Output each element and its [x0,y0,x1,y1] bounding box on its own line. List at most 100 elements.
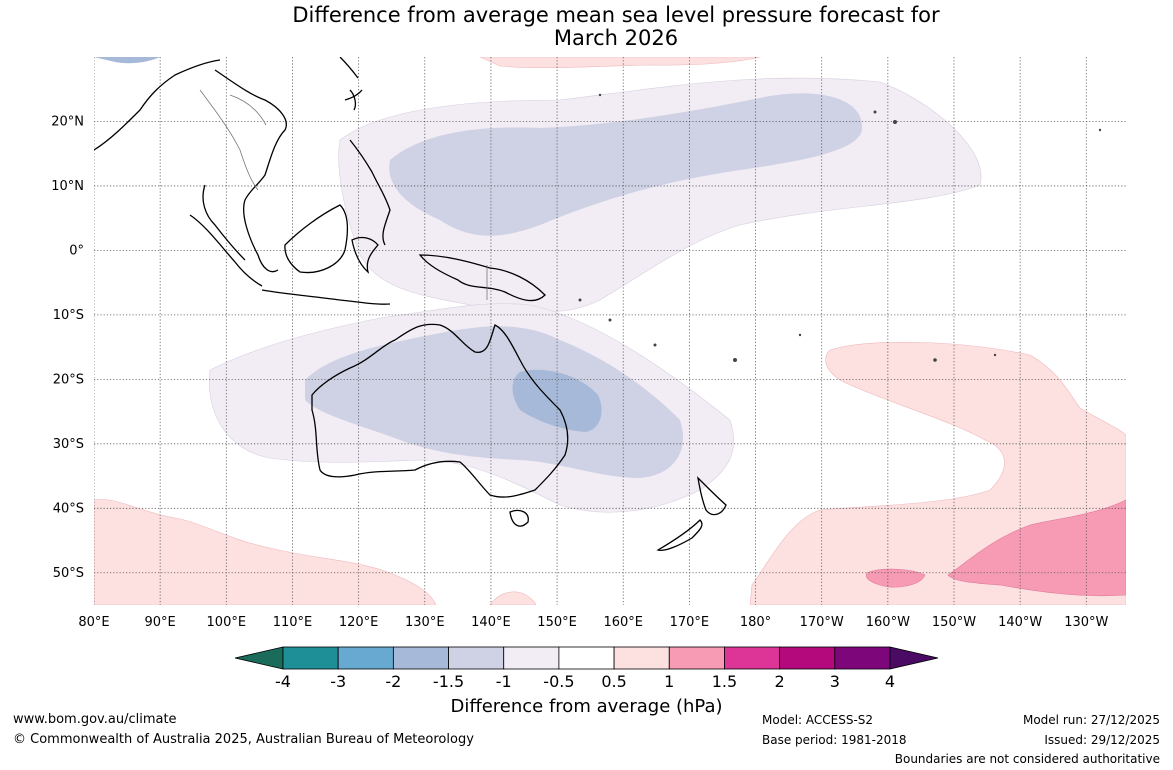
longitude-label: 80°E [78,615,109,630]
anomaly-region-strong-low [512,369,602,432]
colorbar-tick-label: -4 [275,672,291,691]
colorbar-swatch [282,646,339,670]
colorbar-swatch [724,646,781,670]
colorbar-tick-label: -1.5 [433,672,464,691]
coast-philippines [349,139,391,246]
colorbar-tick-label: 0.5 [601,672,626,691]
island [653,343,657,347]
latitude-label: 40°S [53,501,84,516]
colorbar: -4 -3 -2 -1.5 -1 -0.5 0.5 1 1.5 2 3 4 [234,646,939,691]
island [608,318,612,322]
issued-date: Issued: 29/12/2025 [1044,733,1160,747]
colorbar-tick-label: 4 [885,672,895,691]
longitude-label: 140°E [471,615,511,630]
island [873,110,877,114]
longitude-label: 100°E [207,615,247,630]
island [1098,128,1102,132]
latitude-labels: 20°N 10°N 0° 10°S 20°S 30°S 40°S 50°S [51,114,84,580]
coast-sulawesi [351,236,379,274]
longitude-label: 90°E [145,615,176,630]
source-url: www.bom.gov.au/climate [13,712,177,727]
coast-sumatra [189,214,263,287]
latitude-label: 20°N [51,114,84,129]
latitude-label: 30°S [53,437,84,452]
title-line-1: Difference from average mean sea level p… [292,3,940,27]
colorbar-tick-label: -1 [496,672,512,691]
model-name: Model: ACCESS-S2 [762,713,874,727]
colorbar-swatch [337,646,394,670]
coast-java [261,289,391,305]
colorbar-tick-label: -2 [385,672,401,691]
latitude-label: 0° [69,243,84,258]
latitude-label: 20°S [53,372,84,387]
chart-title: Difference from average mean sea level p… [0,4,1173,50]
longitude-label: 160°E [603,615,643,630]
copyright-notice: © Commonwealth of Australia 2025, Austra… [13,732,474,747]
longitude-label: 170°E [670,615,710,630]
pacific-islands [578,93,1102,362]
base-period: Base period: 1981-2018 [762,733,907,747]
longitude-label: 150°W [932,615,976,630]
colorbar-min-extension [234,646,284,670]
colorbar-label: Difference from average (hPa) [450,696,723,717]
island [598,93,602,97]
colorbar-swatch [779,646,836,670]
country-borders [199,89,488,300]
latitude-label: 10°N [51,179,84,194]
colorbar-swatch [668,646,725,670]
title-line-2: March 2026 [553,26,679,50]
colorbar-swatch [558,646,615,670]
anomaly-region-moderate-low-north [389,93,863,236]
longitude-label: 130°W [1064,615,1108,630]
island [578,298,582,302]
latitude-label: 50°S [53,566,84,581]
colorbar-tick-label: 1 [664,672,674,691]
graticule [94,57,1126,605]
longitude-label: 130°E [405,615,445,630]
island [893,120,897,124]
anomaly-region-strong-low-corner [94,57,160,64]
anomaly-region-weak-high-southwest [94,499,437,605]
colorbar-tick-label: -0.5 [543,672,574,691]
longitude-label: 150°E [537,615,577,630]
island [993,353,997,357]
anomaly-fill-layer [94,57,1126,605]
island [798,333,802,337]
colorbar-tick-label: 2 [775,672,785,691]
longitude-label: 180° [740,615,771,630]
colorbar-swatch [448,646,505,670]
island [933,358,937,362]
longitude-label: 170°W [800,615,844,630]
colorbar-tick-label: -3 [330,672,346,691]
coastlines [94,57,727,551]
coast-new-zealand-south [656,519,703,551]
anomaly-region-moderate-low-south [305,326,684,478]
colorbar-swatch [392,646,449,670]
coast-new-zealand-north [697,476,727,516]
coast-taiwan [349,89,357,111]
anomaly-region-moderate-high [947,499,1126,597]
coast-asia-mainland [94,59,287,273]
coast-borneo [284,204,349,274]
coast-new-guinea [418,254,546,302]
coast-tasmania [509,509,529,527]
longitude-labels: 80°E 90°E 100°E 110°E 120°E 130°E 140°E 150°E 16… [78,615,1108,630]
longitude-label: 140°W [998,615,1042,630]
longitude-label: 160°W [866,615,910,630]
anomaly-region-weak-high-north [479,57,761,69]
boundary-disclaimer: Boundaries are not considered authoritat… [894,752,1160,766]
coast-australia [311,323,569,498]
border-indochina [199,89,267,191]
anomaly-region-weak-high-south [489,591,537,605]
colorbar-swatch [834,646,891,670]
anomaly-region-moderate-high-small [865,568,926,588]
longitude-label: 120°E [339,615,379,630]
latitude-label: 10°S [53,308,84,323]
longitude-label: 110°E [273,615,313,630]
coast-japan [339,57,363,101]
colorbar-max-extension [889,646,939,670]
colorbar-swatch [503,646,560,670]
island [733,358,737,362]
colorbar-tick-label: 1.5 [712,672,737,691]
